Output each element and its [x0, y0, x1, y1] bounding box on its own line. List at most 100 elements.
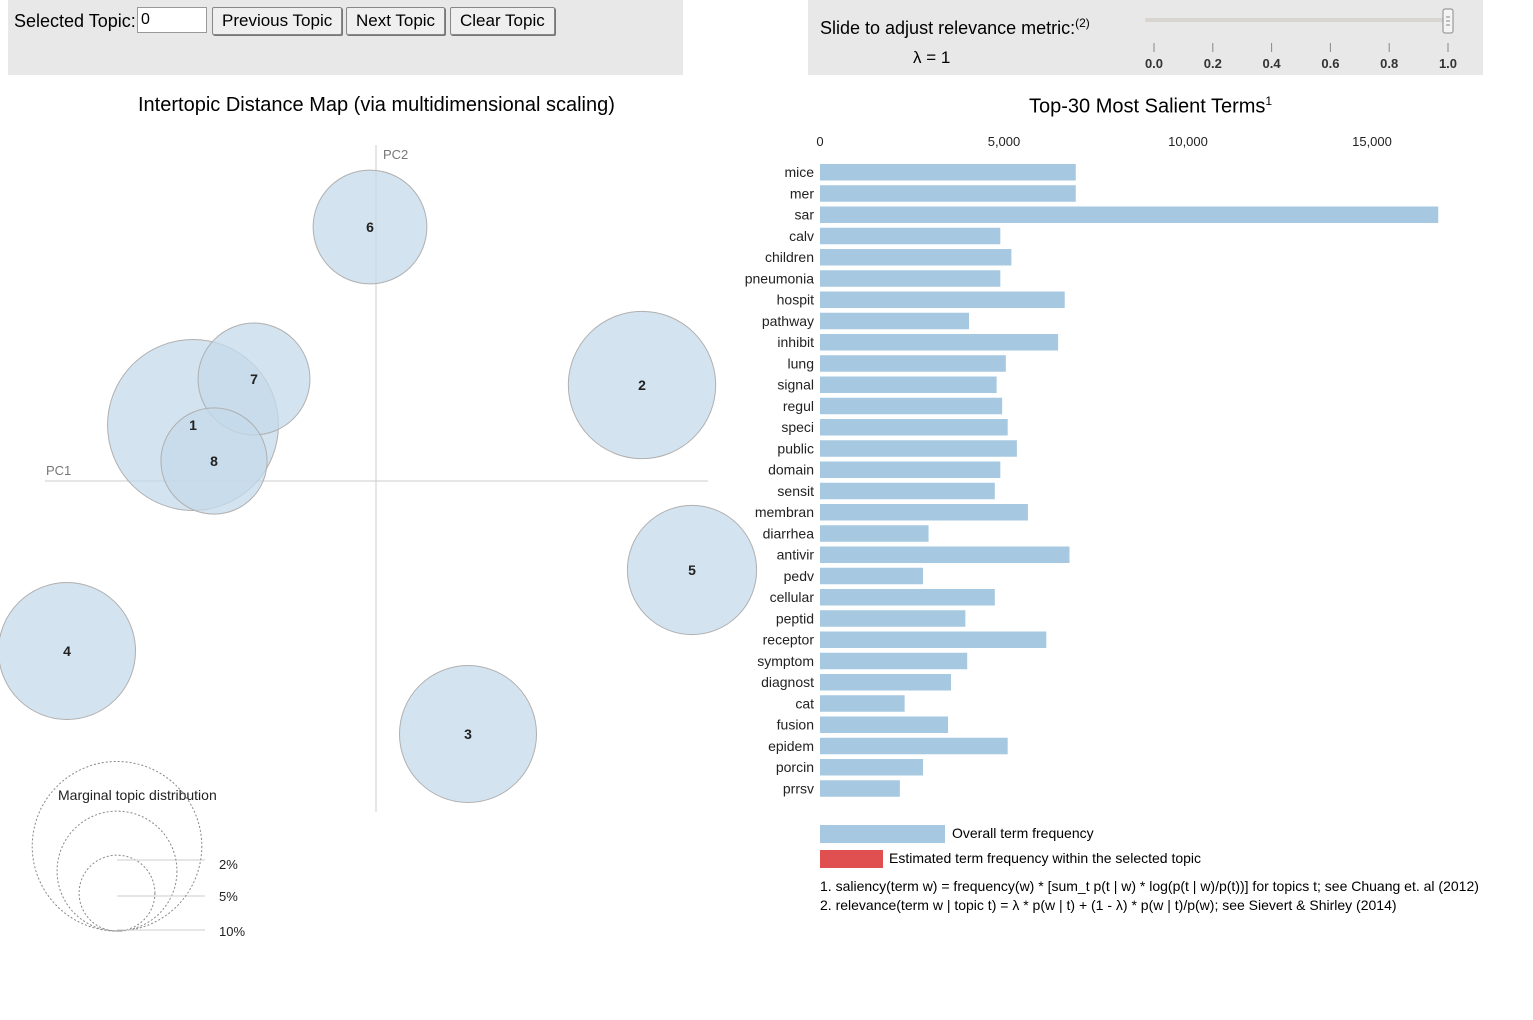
marginal-circle: [31, 760, 203, 932]
term-label[interactable]: mice: [784, 164, 814, 180]
term-label[interactable]: epidem: [768, 738, 814, 754]
term-label[interactable]: membran: [755, 504, 814, 520]
slider-tick-label: 0.2: [1204, 56, 1222, 71]
term-bar: [820, 419, 1008, 436]
previous-topic-button[interactable]: Previous Topic: [212, 7, 343, 35]
topic-bubble-3[interactable]: [398, 664, 538, 804]
term-bar: [820, 652, 968, 670]
term-label[interactable]: porcin: [776, 759, 814, 775]
term-label[interactable]: regul: [783, 398, 814, 414]
bar-legend-swatches: [820, 825, 945, 868]
slider-tick-label: 1.0: [1439, 56, 1457, 71]
term-label[interactable]: public: [777, 440, 814, 456]
relevance-slider-label: Slide to adjust relevance metric:(2): [820, 16, 1090, 38]
marginal-circle: [56, 810, 178, 932]
term-bar: [820, 291, 1065, 308]
selected-topic-input[interactable]: [137, 7, 207, 33]
intertopic-map-title: Intertopic Distance Map (via multidimens…: [138, 94, 615, 116]
relevance-slider[interactable]: 0.0 0.2 0.4 0.6 0.8 1.0: [808, 0, 1483, 75]
topic-label-5: 5: [688, 562, 696, 578]
term-bar: [820, 334, 1059, 351]
term-label[interactable]: receptor: [763, 632, 815, 648]
term-bar: [820, 674, 952, 691]
intertopic-distance-map: PC2 PC1 1 2 3 4 5 6 7 8 Marginal topic distribut…: [0, 145, 758, 939]
term-bar: [820, 164, 1076, 181]
topic-label-7: 7: [250, 371, 258, 387]
topic-bubble-2[interactable]: [567, 310, 717, 460]
term-bar: [820, 567, 924, 585]
topic-label-2: 2: [638, 377, 646, 393]
topic-bubble-6[interactable]: [312, 169, 428, 285]
marginal-level-label: 2%: [219, 857, 238, 872]
term-bar: [820, 589, 995, 606]
topic-label-1: 1: [189, 417, 197, 433]
topic-label-6: 6: [366, 219, 374, 235]
term-label[interactable]: calv: [789, 228, 814, 244]
selected-topic-label: Selected Topic:: [14, 11, 136, 31]
bar-xtick-label: 5,000: [988, 134, 1021, 149]
term-label[interactable]: pneumonia: [745, 270, 814, 286]
term-bar: [820, 355, 1006, 372]
term-label[interactable]: sensit: [777, 483, 814, 499]
term-label[interactable]: children: [765, 249, 814, 265]
marginal-level-label: 5%: [219, 889, 238, 904]
topic-bubble-4[interactable]: [0, 582, 136, 720]
term-label[interactable]: inhibit: [777, 334, 814, 350]
slider-tick-label: 0.4: [1263, 56, 1282, 71]
clear-topic-button[interactable]: Clear Topic: [450, 7, 555, 35]
term-label[interactable]: lung: [788, 355, 814, 371]
marginal-level-label: 10%: [219, 924, 245, 939]
term-bar: [820, 546, 1070, 563]
slider-footnote-ref: (2): [1075, 16, 1090, 30]
term-label[interactable]: pedv: [784, 568, 814, 584]
term-bar: [820, 610, 966, 627]
term-label[interactable]: fusion: [777, 717, 814, 733]
term-label[interactable]: sar: [795, 207, 815, 223]
term-bar: [820, 631, 1047, 648]
term-label[interactable]: antivir: [777, 547, 815, 563]
term-bar: [820, 461, 1001, 478]
footnote-saliency: 1. saliency(term w) = frequency(w) * [su…: [820, 878, 1479, 894]
legend-selected-label: Estimated term frequency within the sele…: [889, 850, 1202, 866]
term-label[interactable]: signal: [777, 377, 814, 393]
topic-bubble-8[interactable]: [160, 407, 268, 515]
term-label[interactable]: diarrhea: [763, 525, 815, 541]
term-label[interactable]: symptom: [757, 653, 814, 669]
slider-tick-label: 0.8: [1380, 56, 1398, 71]
topic-bubble-5[interactable]: [626, 504, 758, 636]
slider-track[interactable]: [1145, 18, 1445, 22]
term-bar: [820, 206, 1439, 223]
term-label[interactable]: hospit: [777, 292, 814, 308]
next-topic-button[interactable]: Next Topic: [346, 7, 446, 35]
term-bar: [820, 504, 1028, 521]
salient-terms-title: Top-30 Most Salient Terms1: [1029, 94, 1273, 118]
topic-label-8: 8: [210, 453, 218, 469]
term-bar: [820, 759, 924, 776]
title-footnote-ref: 1: [1265, 94, 1273, 108]
slider-tick-label: 0.6: [1321, 56, 1339, 71]
slider-tick-label: 0.0: [1145, 56, 1163, 71]
term-label[interactable]: pathway: [762, 313, 814, 329]
term-bar: [820, 312, 970, 330]
term-bar: [820, 397, 1003, 415]
term-label[interactable]: cat: [795, 695, 814, 711]
term-label[interactable]: mer: [790, 185, 814, 201]
term-bar: [820, 482, 995, 500]
term-label[interactable]: peptid: [776, 610, 814, 626]
term-bar: [820, 376, 997, 393]
term-bar: [820, 695, 905, 712]
relevance-control-panel: Slide to adjust relevance metric:(2) λ =…: [808, 0, 1483, 75]
term-label[interactable]: domain: [768, 462, 814, 478]
slider-handle[interactable]: [1442, 8, 1454, 34]
bar-xtick-label: 0: [816, 134, 823, 149]
marginal-title: Marginal topic distribution: [58, 787, 217, 803]
term-label[interactable]: speci: [781, 419, 814, 435]
term-bar: [820, 716, 949, 733]
term-bar: [820, 249, 1012, 266]
term-label[interactable]: cellular: [770, 589, 815, 605]
term-bar: [820, 525, 929, 542]
salient-terms-chart: 0 5,000 10,000 15,000 mice mer sar calv childre…: [745, 134, 1439, 797]
pc1-label: PC1: [46, 463, 71, 478]
term-label[interactable]: diagnost: [761, 674, 814, 690]
term-label[interactable]: prrsv: [783, 780, 814, 796]
